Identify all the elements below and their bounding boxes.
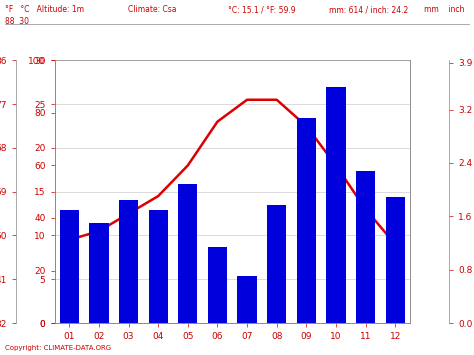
Bar [178,184,198,323]
Bar [89,223,109,323]
Bar [385,197,405,323]
Bar [267,205,286,323]
Bar [356,171,375,323]
Text: Climate: Csa: Climate: Csa [128,5,176,14]
Text: mm: 614 / inch: 24.2: mm: 614 / inch: 24.2 [329,5,409,14]
Bar [326,87,346,323]
Bar [297,118,316,323]
Bar [60,210,79,323]
Text: 88  30: 88 30 [5,17,29,26]
Text: °F   °C   Altitude: 1m: °F °C Altitude: 1m [5,5,84,14]
Bar [148,210,168,323]
Text: mm    inch: mm inch [424,5,465,14]
Bar [237,276,257,323]
Bar [208,247,227,323]
Bar [119,200,138,323]
Text: Copyright: CLIMATE-DATA.ORG: Copyright: CLIMATE-DATA.ORG [5,345,111,351]
Text: °C: 15.1 / °F: 59.9: °C: 15.1 / °F: 59.9 [228,5,295,14]
